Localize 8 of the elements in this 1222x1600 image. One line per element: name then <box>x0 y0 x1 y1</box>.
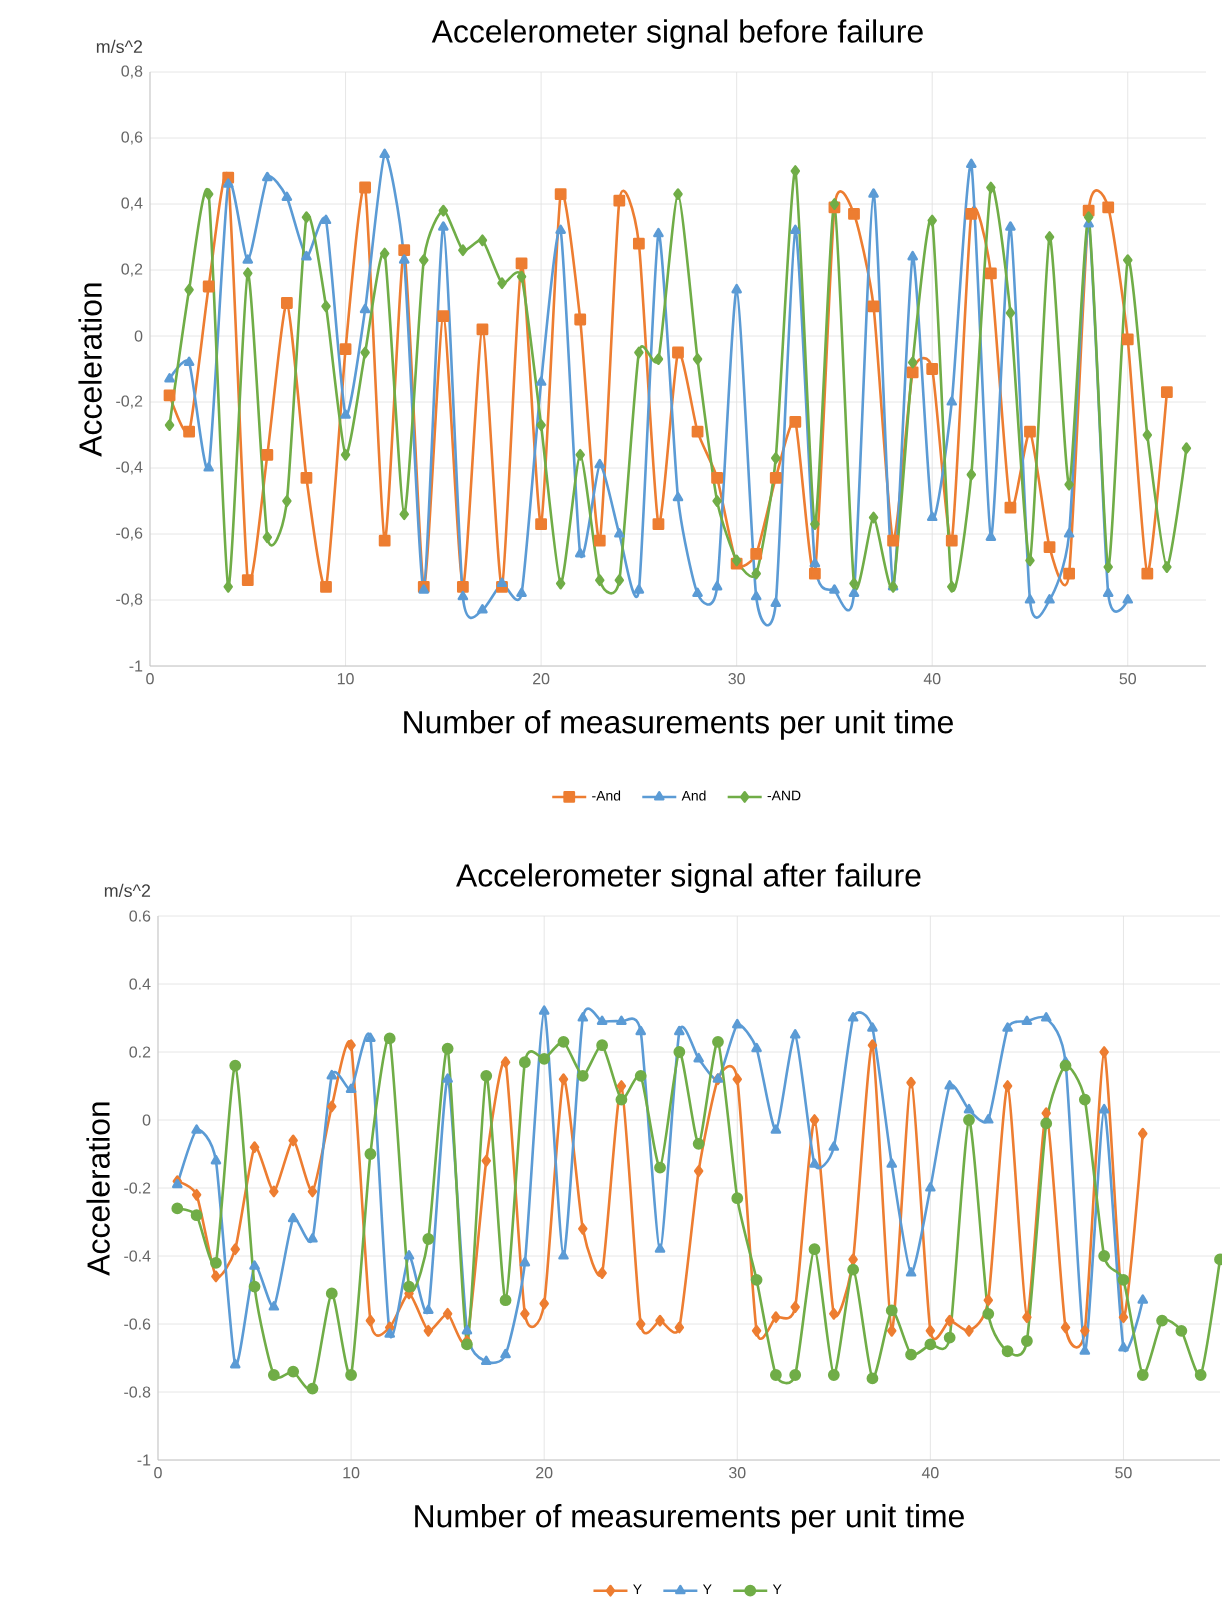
chart-title: Accelerometer signal before failure <box>431 19 923 50</box>
y-axis-title: Acceleration <box>78 283 102 457</box>
text: m/s^2 <box>104 883 151 897</box>
x-axis-title: Number of measurements per unit time <box>404 710 953 740</box>
x-axis-title: Number of measurements per unit time <box>415 1504 964 1534</box>
y-axis-title: Acceleration <box>86 1102 110 1276</box>
text: m/s^2 <box>96 39 143 53</box>
chart-title: Accelerometer signal after failure <box>456 863 921 894</box>
